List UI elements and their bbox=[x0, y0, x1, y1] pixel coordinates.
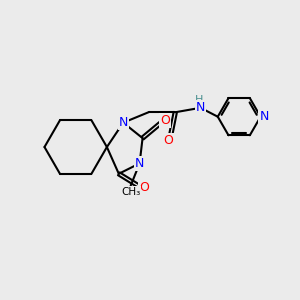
Text: CH₃: CH₃ bbox=[121, 187, 140, 197]
Text: O: O bbox=[139, 181, 149, 194]
Text: O: O bbox=[163, 134, 173, 147]
Text: N: N bbox=[118, 116, 128, 129]
Text: N: N bbox=[260, 110, 269, 123]
Text: O: O bbox=[160, 114, 170, 127]
Text: H: H bbox=[195, 95, 203, 105]
Text: N: N bbox=[135, 157, 144, 170]
Text: N: N bbox=[196, 101, 205, 114]
